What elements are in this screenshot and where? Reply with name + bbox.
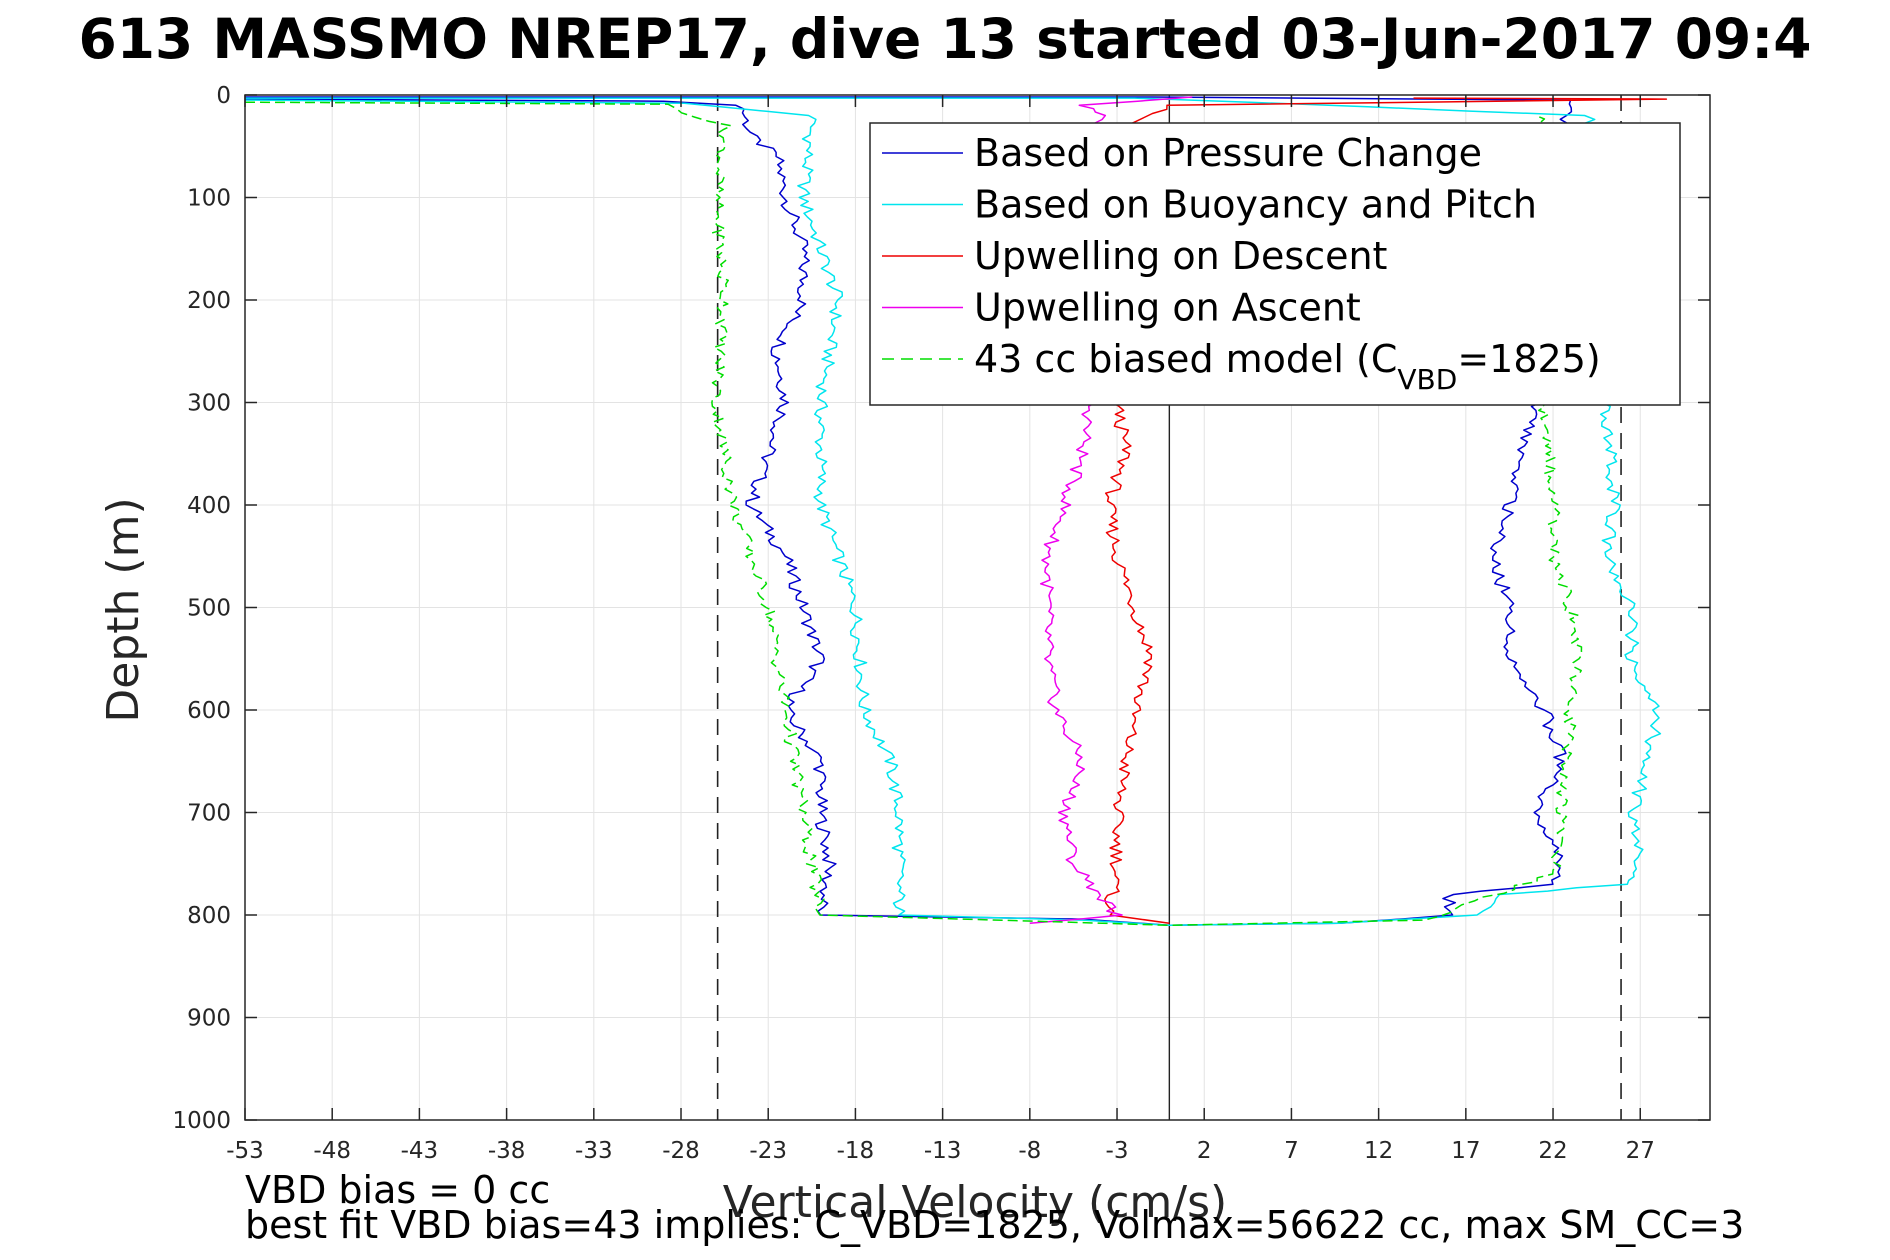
legend-label: Upwelling on Descent [974, 234, 1387, 278]
legend-label: Based on Buoyancy and Pitch [974, 183, 1537, 227]
x-tick-label: 17 [1451, 1138, 1480, 1164]
y-tick-label: 700 [187, 801, 231, 827]
legend-box [869, 122, 1681, 406]
x-tick-label: 12 [1364, 1138, 1393, 1164]
x-tick-label: -33 [575, 1138, 613, 1164]
vbd-bias-note: VBD bias = 0 cc [245, 1168, 550, 1212]
x-axis-label: Vertical Velocity (cm/s) [723, 1177, 1227, 1228]
best-fit-note: best fit VBD bias=43 implies: C_VBD=1825… [245, 1203, 1744, 1247]
x-tick-label: -18 [837, 1138, 875, 1164]
y-tick-label: 300 [187, 391, 231, 417]
x-tick-label: -3 [1106, 1138, 1129, 1164]
x-tick-label: -53 [226, 1138, 264, 1164]
y-tick-label: 600 [187, 698, 231, 724]
x-tick-label: -38 [488, 1138, 526, 1164]
x-tick-label: 7 [1284, 1138, 1299, 1164]
y-tick-label: 900 [187, 1006, 231, 1032]
x-tick-label: -48 [313, 1138, 351, 1164]
y-tick-label: 0 [216, 83, 231, 109]
legend-label: Upwelling on Ascent [974, 286, 1361, 330]
y-tick-label: 500 [187, 596, 231, 622]
y-tick-label: 1000 [172, 1108, 231, 1134]
chart-title: 613 MASSMO NREP17, dive 13 started 03-Ju… [78, 7, 1811, 71]
y-axis-label: Depth (m) [98, 497, 149, 722]
x-tick-label: -13 [924, 1138, 962, 1164]
legend-label: Based on Pressure Change [974, 131, 1482, 175]
axis-ticks: -53 -48 -43 -38 -33 -28 -23 -18 -13 -8 -3 2 7 12 17 22 2… [172, 83, 1710, 1164]
x-tick-label: -23 [749, 1138, 787, 1164]
y-tick-label: 100 [187, 186, 231, 212]
y-tick-label: 400 [187, 493, 231, 519]
x-tick-label: -28 [662, 1138, 700, 1164]
x-tick-label: 22 [1538, 1138, 1567, 1164]
x-tick-label: 2 [1197, 1138, 1212, 1164]
y-tick-label: 800 [187, 903, 231, 929]
legend: Based on Pressure Change Based on Buoyanc… [869, 122, 1681, 406]
x-tick-label: -8 [1018, 1138, 1041, 1164]
x-tick-label: -43 [401, 1138, 439, 1164]
x-tick-label: 27 [1626, 1138, 1655, 1164]
y-tick-label: 200 [187, 288, 231, 314]
